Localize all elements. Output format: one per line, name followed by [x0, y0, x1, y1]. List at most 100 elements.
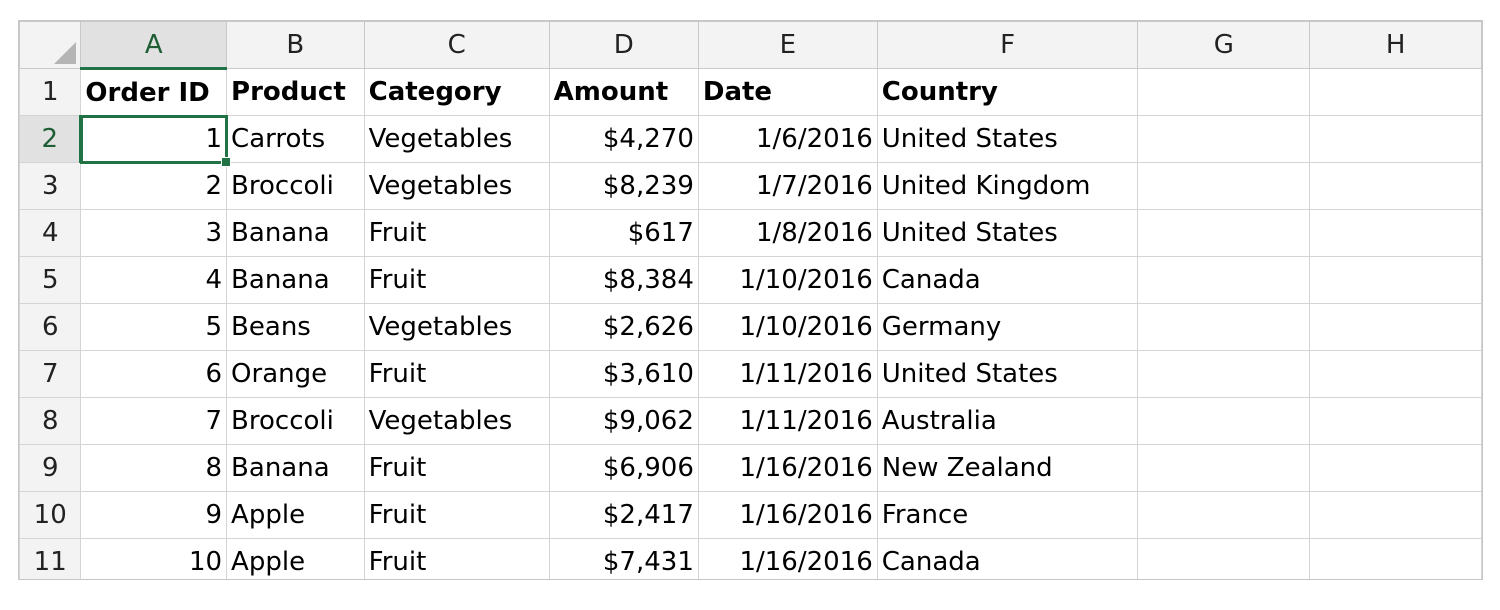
cell[interactable]: Apple — [226, 491, 365, 539]
cell[interactable]: 3 — [80, 209, 228, 257]
cell[interactable] — [1309, 115, 1482, 163]
cell[interactable]: $8,384 — [548, 256, 699, 304]
cell[interactable]: 1/16/2016 — [697, 444, 878, 492]
cell[interactable]: $3,610 — [548, 350, 699, 398]
cell[interactable]: Fruit — [363, 538, 550, 579]
fill-handle[interactable] — [221, 157, 232, 167]
cell[interactable]: Broccoli — [226, 397, 365, 445]
cell[interactable]: Apple — [226, 538, 365, 579]
cell[interactable]: Product — [226, 68, 365, 116]
cell[interactable]: 9 — [80, 491, 228, 539]
cell[interactable]: Vegetables — [363, 397, 550, 445]
cell[interactable]: 4 — [80, 256, 228, 304]
cell[interactable] — [1137, 397, 1311, 445]
cell[interactable]: Date — [697, 68, 878, 116]
cell[interactable] — [1137, 303, 1311, 351]
column-header-F[interactable]: F — [876, 21, 1139, 69]
cell[interactable] — [1309, 68, 1482, 116]
cell[interactable]: 6 — [80, 350, 228, 398]
cell[interactable] — [1309, 303, 1482, 351]
cell[interactable]: Fruit — [363, 350, 550, 398]
column-header-C[interactable]: C — [363, 21, 550, 69]
row-header[interactable]: 4 — [19, 209, 82, 257]
cell[interactable]: Canada — [876, 256, 1139, 304]
cell[interactable]: Fruit — [363, 444, 550, 492]
cell[interactable]: 1/8/2016 — [697, 209, 878, 257]
row-header[interactable]: 9 — [19, 444, 82, 492]
column-header-G[interactable]: G — [1137, 21, 1311, 69]
row-header[interactable]: 5 — [19, 256, 82, 304]
column-header-H[interactable]: H — [1309, 21, 1482, 69]
cell[interactable]: $7,431 — [548, 538, 699, 579]
cell[interactable]: Country — [876, 68, 1139, 116]
cell[interactable] — [1137, 350, 1311, 398]
cell[interactable]: $2,626 — [548, 303, 699, 351]
cell[interactable] — [1309, 256, 1482, 304]
cell[interactable]: Fruit — [363, 256, 550, 304]
cell[interactable]: United States — [876, 350, 1139, 398]
cell[interactable]: 8 — [80, 444, 228, 492]
row-header[interactable]: 8 — [19, 397, 82, 445]
row-header[interactable]: 11 — [19, 538, 82, 579]
cell[interactable]: $617 — [548, 209, 699, 257]
cell[interactable]: Vegetables — [363, 115, 550, 163]
cell[interactable]: 5 — [80, 303, 228, 351]
cell[interactable]: 1/11/2016 — [697, 397, 878, 445]
cell[interactable] — [1137, 68, 1311, 116]
cell[interactable]: 7 — [80, 397, 228, 445]
row-header[interactable]: 2 — [19, 115, 83, 163]
cell[interactable]: Broccoli — [226, 162, 365, 210]
column-header-A[interactable]: A — [80, 21, 228, 70]
cell[interactable] — [1309, 538, 1482, 579]
cell[interactable] — [1137, 491, 1311, 539]
spreadsheet-grid[interactable]: A B C D E F G H 1 Order ID Product Categ… — [18, 20, 1483, 580]
cell[interactable] — [1137, 162, 1311, 210]
cell[interactable]: $2,417 — [548, 491, 699, 539]
cell[interactable]: $6,906 — [548, 444, 699, 492]
cell[interactable] — [1309, 444, 1482, 492]
cell[interactable]: United States — [876, 115, 1139, 163]
cell[interactable]: 1/16/2016 — [697, 538, 878, 579]
cell[interactable]: Vegetables — [363, 303, 550, 351]
cell[interactable] — [1137, 115, 1311, 163]
cell[interactable]: Fruit — [363, 491, 550, 539]
cell[interactable]: 1/11/2016 — [697, 350, 878, 398]
cell[interactable]: Banana — [226, 256, 365, 304]
cell[interactable] — [1137, 444, 1311, 492]
cell[interactable]: United States — [876, 209, 1139, 257]
cell[interactable]: New Zealand — [876, 444, 1139, 492]
column-header-E[interactable]: E — [697, 21, 878, 69]
cell[interactable] — [1137, 538, 1311, 579]
cell[interactable]: 1/10/2016 — [697, 303, 878, 351]
cell[interactable]: $4,270 — [548, 115, 699, 163]
cell[interactable]: Banana — [226, 209, 365, 257]
cell[interactable]: 1/10/2016 — [697, 256, 878, 304]
cell[interactable]: 1/6/2016 — [697, 115, 878, 163]
cell[interactable]: Germany — [876, 303, 1139, 351]
cell[interactable] — [1309, 162, 1482, 210]
cell[interactable]: 1/7/2016 — [697, 162, 878, 210]
cell[interactable] — [1309, 209, 1482, 257]
select-all-button[interactable] — [19, 21, 82, 69]
column-header-B[interactable]: B — [226, 21, 365, 69]
row-header[interactable]: 10 — [19, 491, 82, 539]
cell[interactable]: France — [876, 491, 1139, 539]
cell[interactable]: $8,239 — [548, 162, 699, 210]
cell[interactable]: Category — [363, 68, 550, 116]
cell[interactable] — [1309, 397, 1482, 445]
cell[interactable]: $9,062 — [548, 397, 699, 445]
cell[interactable]: Order ID — [80, 68, 228, 116]
row-header[interactable]: 3 — [19, 162, 82, 210]
cell[interactable]: Fruit — [363, 209, 550, 257]
cell[interactable]: Amount — [548, 68, 699, 116]
active-cell[interactable]: 1 — [79, 114, 232, 167]
cell[interactable]: Orange — [226, 350, 365, 398]
cell[interactable]: Beans — [226, 303, 365, 351]
cell[interactable] — [1309, 350, 1482, 398]
cell[interactable]: 10 — [80, 538, 228, 579]
cell[interactable]: United Kingdom — [876, 162, 1139, 210]
row-header[interactable]: 1 — [19, 68, 82, 116]
row-header[interactable]: 6 — [19, 303, 82, 351]
cell[interactable]: Australia — [876, 397, 1139, 445]
cell[interactable]: Banana — [226, 444, 365, 492]
